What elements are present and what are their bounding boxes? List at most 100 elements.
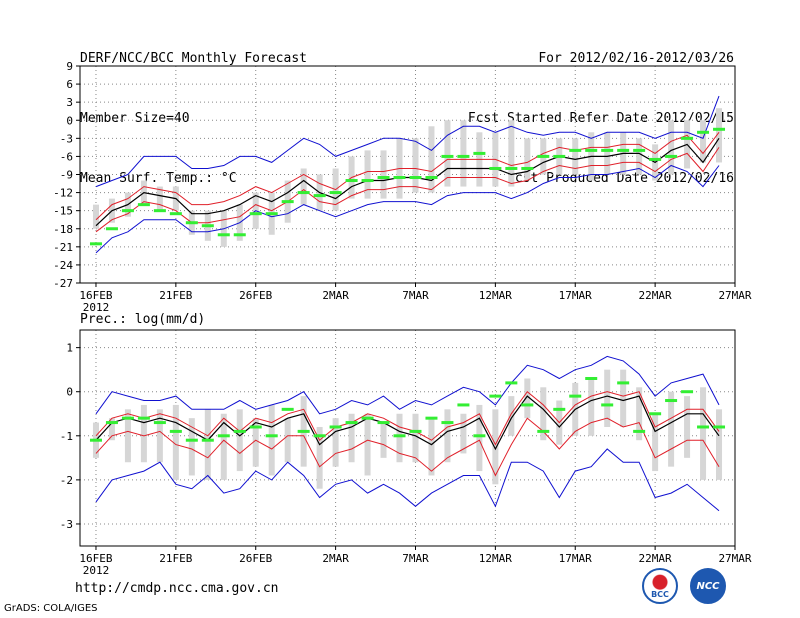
precip-box-9 xyxy=(220,413,227,480)
precip-box-3 xyxy=(124,409,131,463)
start-date: Fcst Started Refer Date 2012/02/15 xyxy=(467,111,734,126)
temp-observed-19 xyxy=(377,176,390,180)
temp-observed-8 xyxy=(201,224,214,228)
precip-box-36 xyxy=(652,413,659,472)
temp-xtick-label-6: 17MAR xyxy=(559,289,592,302)
temp-xtick-year: 2012 xyxy=(83,301,110,314)
precip-box-38 xyxy=(684,396,691,458)
precip-box-24 xyxy=(460,413,467,454)
precip-box-7 xyxy=(188,418,195,476)
temp-box-5 xyxy=(156,186,163,211)
temp-ytick-label-5: -6 xyxy=(60,150,73,163)
precip-observed-1 xyxy=(89,438,102,442)
temp-ytick-label-10: -21 xyxy=(53,241,73,254)
temp-observed-27 xyxy=(505,166,518,170)
temp-box-24 xyxy=(460,120,467,187)
bcc-logo-text: BCC xyxy=(651,589,669,599)
temp-xtick-label-3: 2MAR xyxy=(322,289,349,302)
precip-band-high-line xyxy=(95,390,720,446)
temp-observed-25 xyxy=(473,151,486,155)
temp-xtick-label-0: 16FEB xyxy=(79,289,112,302)
temp-observed-26 xyxy=(489,166,502,170)
precip-xtick-year: 2012 xyxy=(83,564,110,577)
precipitation-panel: Prec.: log(mm/d) 1 0 -1 -2 -3 16FEB 21FEB 26FEB… xyxy=(60,312,752,577)
ncc-logo: NCC xyxy=(690,568,726,604)
ncc-logo-text: NCC xyxy=(696,580,720,592)
temp-observed-18 xyxy=(361,179,374,183)
precip-observed-37 xyxy=(665,399,678,403)
temp-observed-6 xyxy=(169,212,182,216)
temperature-panel: 9 6 3 0 -3 -6 -9 -12 -15 -18 -21 -24 -27 16FEB 21FEB 26… xyxy=(53,60,752,314)
temp-ytick-label-1: 6 xyxy=(66,78,73,91)
temp-observed-30 xyxy=(553,154,566,158)
precip-median-line xyxy=(95,395,720,451)
precip-observed-31 xyxy=(569,394,582,398)
temp-observed-12 xyxy=(265,212,278,216)
temp-xtick-label-2: 26FEB xyxy=(239,289,272,302)
temp-observed-20 xyxy=(393,176,406,180)
temp-ytick-label-4: -3 xyxy=(60,132,73,145)
temp-xtick-label-4: 7MAR xyxy=(402,289,429,302)
precip-observed-4 xyxy=(137,416,150,420)
precip-box-33 xyxy=(604,369,611,427)
precip-box-18 xyxy=(364,413,371,476)
precip-box-26 xyxy=(492,409,499,485)
precip-observed-24 xyxy=(457,403,470,407)
temp-observed-23 xyxy=(441,154,454,158)
temp-ytick-label-11: -24 xyxy=(53,259,73,272)
precip-observed-16 xyxy=(329,425,342,429)
precip-box-16 xyxy=(332,418,339,467)
precip-observed-40 xyxy=(713,425,726,429)
temp-box-39 xyxy=(700,120,707,163)
temp-observed-22 xyxy=(425,176,438,180)
precip-box-8 xyxy=(204,409,211,480)
precip-observed-36 xyxy=(649,412,662,416)
temp-box-23 xyxy=(444,120,451,187)
precip-xtick-label-1: 21FEB xyxy=(159,552,192,565)
precip-observed-29 xyxy=(537,429,550,433)
temp-observed-14 xyxy=(297,191,310,195)
precip-box-13 xyxy=(284,418,291,463)
precip-observed-19 xyxy=(377,421,390,425)
precip-box-25 xyxy=(476,404,483,472)
precip-observed-34 xyxy=(617,381,630,385)
temp-observed-11 xyxy=(249,212,262,216)
temp-ytick-label-6: -9 xyxy=(60,169,73,182)
precip-observed-2 xyxy=(105,421,118,425)
temp-ytick-label-9: -18 xyxy=(53,223,73,236)
precip-observed-11 xyxy=(249,425,262,429)
precip-observed-32 xyxy=(585,376,598,380)
temp-box-18 xyxy=(364,150,371,199)
precip-plot-frame xyxy=(79,329,736,547)
precip-observed-27 xyxy=(505,381,518,385)
temp-observed-3 xyxy=(121,209,134,213)
precip-box-11 xyxy=(252,418,259,467)
temp-observed-33 xyxy=(601,148,614,152)
grads-credit: GrADS: COLA/IGES xyxy=(4,603,98,614)
bcc-logo: BCC xyxy=(642,568,678,604)
precip-observed-28 xyxy=(521,403,534,407)
temp-band-low-line xyxy=(95,147,720,233)
precip-observed-25 xyxy=(473,434,486,438)
precip-observed-38 xyxy=(681,390,694,394)
temp-observed-7 xyxy=(185,221,198,225)
footer-url[interactable]: http://cmdp.ncc.cma.gov.cn xyxy=(75,581,279,596)
precip-xtick-label-6: 17MAR xyxy=(559,552,592,565)
precip-observed-8 xyxy=(201,438,214,442)
temp-band-high-line xyxy=(95,131,720,221)
temp-box-22 xyxy=(428,126,435,193)
temp-box-28 xyxy=(524,138,531,181)
temp-ytick-label-12: -27 xyxy=(53,277,73,290)
temp-observed-15 xyxy=(313,194,326,198)
precip-observed-21 xyxy=(409,429,422,433)
precip-observed-3 xyxy=(121,416,134,420)
temp-envelope-low-line xyxy=(95,164,720,254)
precip-observed-17 xyxy=(345,421,358,425)
temp-observed-9 xyxy=(217,233,230,237)
precip-observed-15 xyxy=(313,434,326,438)
precip-observed-6 xyxy=(169,429,182,433)
precip-observed-10 xyxy=(233,429,246,433)
precip-box-17 xyxy=(348,413,355,463)
precip-ytick-label-0: 1 xyxy=(66,342,73,355)
